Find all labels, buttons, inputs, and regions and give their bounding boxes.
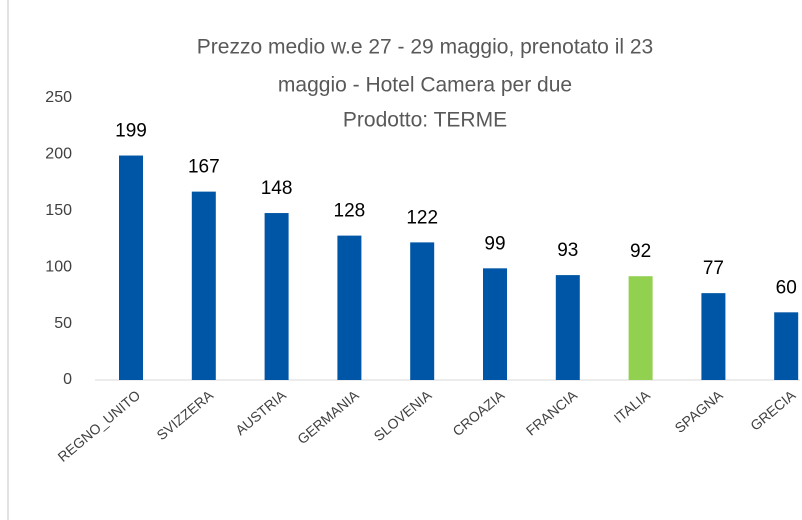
value-label: 60	[776, 277, 797, 298]
bar	[555, 275, 580, 380]
value-label: 167	[188, 157, 220, 178]
x-tick-label: REGNO_UNITO	[55, 387, 144, 465]
y-tick-label: 50	[54, 315, 72, 332]
y-tick-label: 150	[45, 202, 72, 219]
y-tick-label: 100	[45, 258, 72, 275]
bar	[701, 293, 726, 380]
y-tick-label: 200	[45, 146, 72, 163]
bar	[410, 242, 435, 380]
value-label: 199	[115, 121, 147, 142]
bar	[483, 268, 507, 380]
bar	[264, 213, 289, 380]
x-tick-label: SVIZZERA	[153, 386, 216, 443]
chart-title: Prezzo medio w.e 27 - 29 maggio, prenota…	[197, 36, 653, 59]
x-tick-label: FRANCIA	[523, 386, 581, 438]
x-tick-label: SLOVENIA	[371, 386, 435, 444]
value-label: 99	[484, 233, 505, 254]
x-tick-label: GERMANIA	[294, 386, 362, 447]
y-tick-label: 0	[63, 371, 72, 388]
x-tick-label: CROAZIA	[449, 386, 507, 439]
value-label: 92	[630, 241, 651, 262]
bar	[191, 191, 216, 380]
x-tick-label: SPAGNA	[672, 386, 727, 436]
chart-title: maggio - Hotel Camera per due	[278, 74, 572, 97]
x-tick-label: GRECIA	[747, 386, 799, 433]
x-tick-label: AUSTRIA	[232, 386, 289, 438]
bar	[628, 276, 653, 380]
value-label: 77	[703, 258, 724, 279]
bar	[119, 155, 143, 380]
bar	[774, 312, 799, 380]
y-tick-label: 250	[45, 89, 72, 106]
value-label: 128	[334, 201, 366, 222]
value-label: 148	[261, 178, 293, 199]
value-label: 93	[557, 240, 578, 261]
value-label: 122	[406, 207, 438, 228]
x-tick-label: ITALIA	[611, 386, 654, 426]
bar	[337, 235, 362, 380]
chart-title: Prodotto: TERME	[343, 109, 507, 132]
